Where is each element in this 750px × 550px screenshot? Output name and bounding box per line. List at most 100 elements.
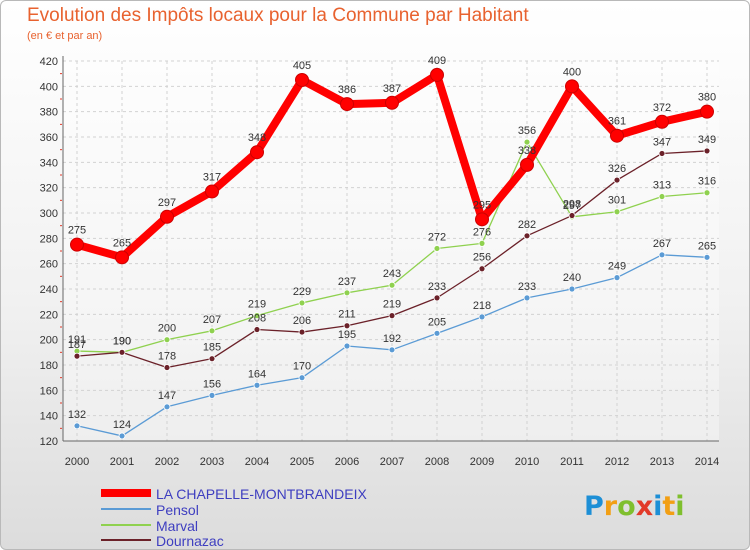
data-label-chapelle: 372 [653,102,671,114]
data-label-chapelle: 265 [113,237,131,249]
data-label-marval: 237 [338,276,356,288]
data-label-dournazac: 349 [698,134,716,146]
data-point-chapelle [70,237,84,252]
data-label-marval: 297 [563,200,581,212]
y-tick-label: 320 [40,183,58,195]
data-label-marval: 276 [473,226,491,238]
x-tick-label: 2013 [650,456,674,468]
chart-title: Evolution des Impôts locaux pour la Comm… [27,5,529,26]
data-point-dournazac [478,265,486,273]
y-tick-label: 180 [40,360,58,372]
data-label-dournazac: 298 [563,199,581,211]
series-dournazac [73,147,711,371]
data-point-chapelle [430,67,444,82]
proxiti-logo: Proxiti [584,491,685,522]
data-point-pensol [253,381,261,389]
y-tick-label: 380 [40,107,58,119]
data-point-dournazac [523,232,531,240]
data-point-pensol [478,313,486,321]
data-label-pensol: 170 [293,361,311,373]
data-label-marval: 313 [653,180,671,192]
data-point-marval [208,327,216,335]
data-label-pensol: 132 [68,409,86,421]
data-point-chapelle [565,79,579,94]
data-label-dournazac: 185 [203,342,221,354]
data-label-chapelle: 409 [428,55,446,67]
data-point-dournazac [703,147,711,155]
data-label-chapelle: 405 [293,60,311,72]
data-point-dournazac [343,322,351,330]
data-label-chapelle: 317 [203,171,221,183]
data-label-pensol: 195 [338,329,356,341]
data-point-marval [388,281,396,289]
data-point-marval [253,312,261,320]
data-label-marval: 219 [248,299,266,311]
data-label-pensol: 192 [383,333,401,345]
x-tick-label: 2007 [380,456,404,468]
data-point-chapelle [520,157,534,172]
data-label-pensol: 205 [428,316,446,328]
y-tick-label: 260 [40,259,58,271]
data-label-dournazac: 282 [518,219,536,231]
y-tick-label: 280 [40,233,58,245]
data-point-marval [478,239,486,247]
data-label-dournazac: 233 [428,281,446,293]
data-label-dournazac: 347 [653,136,671,148]
data-label-dournazac: 208 [248,313,266,325]
data-label-dournazac: 190 [113,335,131,347]
data-label-marval: 316 [698,176,716,188]
y-tick-label: 240 [40,284,58,296]
y-tick-label: 160 [40,385,58,397]
series-pensol [73,251,711,440]
data-label-chapelle: 380 [698,92,716,104]
data-point-chapelle [700,104,714,119]
data-label-chapelle: 338 [518,145,536,157]
legend-swatch-chapelle [101,489,151,497]
legend-swatch-pensol [101,508,151,510]
data-point-marval [163,336,171,344]
data-label-dournazac: 187 [68,339,86,351]
data-label-marval: 190 [113,335,131,347]
series-marval [73,138,711,356]
x-tick-label: 2012 [605,456,629,468]
data-label-chapelle: 387 [383,83,401,95]
legend-label-pensol: Pensol [156,502,199,518]
data-label-chapelle: 386 [338,84,356,96]
legend-label-marval: Marval [156,518,199,534]
data-label-chapelle: 361 [608,116,626,128]
data-point-pensol [523,294,531,302]
data-label-marval: 272 [428,231,446,243]
data-point-chapelle [385,95,399,110]
data-label-chapelle: 348 [248,132,266,144]
data-point-pensol [388,346,396,354]
x-tick-label: 2008 [425,456,449,468]
series-chapelle [70,67,714,265]
data-label-marval: 301 [608,195,626,207]
data-point-dournazac [253,326,261,333]
data-point-chapelle [475,212,489,227]
data-point-dournazac [208,355,216,363]
data-point-chapelle [655,114,669,129]
y-tick-label: 200 [40,335,58,347]
legend-swatch-dournazac [101,539,151,541]
data-label-dournazac: 206 [293,315,311,327]
data-label-pensol: 233 [518,281,536,293]
data-point-chapelle [610,128,624,143]
data-point-marval [433,245,441,252]
data-point-marval [703,189,711,197]
y-tick-label: 400 [40,81,58,93]
data-point-chapelle [250,145,264,160]
data-point-marval [523,138,531,146]
data-point-dournazac [568,212,576,219]
chart-subtitle: (en € et par an) [27,30,103,42]
x-tick-label: 2014 [695,456,719,468]
data-point-pensol [568,285,576,293]
x-tick-label: 2000 [65,456,89,468]
data-point-dournazac [118,348,126,356]
data-point-chapelle [340,97,354,112]
y-tick-label: 120 [40,436,58,448]
data-label-marval: 200 [158,323,176,335]
x-tick-label: 2002 [155,456,179,468]
